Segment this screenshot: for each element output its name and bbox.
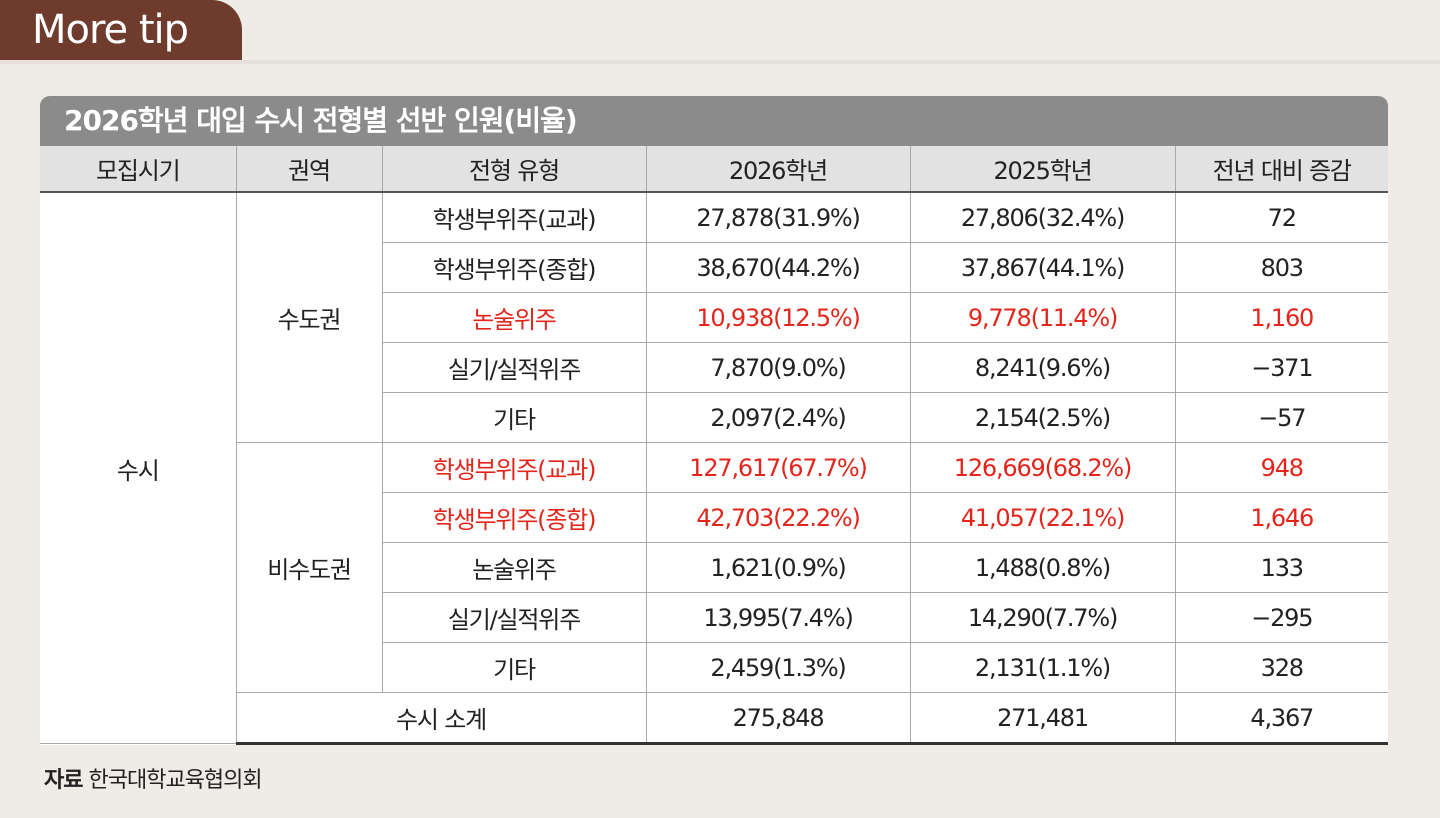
cell-2025: 37,867(44.1%) xyxy=(909,242,1176,293)
header-row: 모집시기 권역 전형 유형 2026학년 2025학년 전년 대비 증감 xyxy=(40,146,1388,193)
cell-2025: 14,290(7.7%) xyxy=(909,592,1176,643)
cell-2026: 7,870(9.0%) xyxy=(645,342,911,393)
change-cell: −57 xyxy=(1174,392,1388,443)
cell-2025: 1,488(0.8%) xyxy=(909,542,1176,593)
type-cell: 학생부위주(종합) xyxy=(381,242,647,293)
subtotal-change: 4,367 xyxy=(1174,692,1388,745)
cell-2025: 126,669(68.2%) xyxy=(909,442,1176,493)
type-cell: 학생부위주(교과) xyxy=(381,191,647,243)
subtotal-label: 수시 소계 xyxy=(235,692,647,745)
cell-2026: 38,670(44.2%) xyxy=(645,242,911,293)
period-cell: 수시 xyxy=(40,191,237,744)
cell-2025: 2,154(2.5%) xyxy=(909,392,1176,443)
column-header: 전형 유형 xyxy=(381,146,647,193)
data-row: 논술위주 1,621(0.9%) 1,488(0.8%) 133 xyxy=(40,542,1388,593)
region-cell: 비수도권 xyxy=(235,442,383,693)
cell-2025: 9,778(11.4%) xyxy=(909,292,1176,343)
data-row: 수시 수도권 학생부위주(교과) 27,878(31.9%) 27,806(32.4%)… xyxy=(40,191,1388,744)
source: 자료 한국대학교육협의회 xyxy=(44,762,263,794)
table-title: 2026학년 대입 수시 전형별 선반 인원(비율) xyxy=(40,96,1388,146)
change-cell: 133 xyxy=(1174,542,1388,593)
subtotal-2025: 271,481 xyxy=(909,692,1176,745)
cell-2026: 2,097(2.4%) xyxy=(645,392,911,443)
data-row: 기타 2,459(1.3%) 2,131(1.1%) 328 xyxy=(40,642,1388,693)
change-cell: 1,646 xyxy=(1174,492,1388,543)
cell-2026: 2,459(1.3%) xyxy=(645,642,911,693)
cell-2025: 8,241(9.6%) xyxy=(909,342,1176,393)
column-header: 모집시기 xyxy=(40,146,237,193)
type-cell: 실기/실적위주 xyxy=(381,342,647,393)
data-row: 기타 2,097(2.4%) 2,154(2.5%) −57 xyxy=(40,392,1388,443)
data-row: 학생부위주(종합) 38,670(44.2%) 37,867(44.1%) 803 xyxy=(40,242,1388,293)
change-cell: −295 xyxy=(1174,592,1388,643)
change-cell: 72 xyxy=(1174,191,1388,243)
cell-2026: 13,995(7.4%) xyxy=(645,592,911,643)
cell-2026: 127,617(67.7%) xyxy=(645,442,911,493)
tab-label: More tip xyxy=(0,0,242,60)
cell-2026: 27,878(31.9%) xyxy=(645,191,911,243)
type-cell: 기타 xyxy=(381,642,647,693)
cell-2026: 1,621(0.9%) xyxy=(645,542,911,593)
cell-2025: 2,131(1.1%) xyxy=(909,642,1176,693)
column-header: 2026학년 xyxy=(645,146,911,193)
change-cell: 328 xyxy=(1174,642,1388,693)
data-row: 실기/실적위주 7,870(9.0%) 8,241(9.6%) −371 xyxy=(40,342,1388,393)
source-label: 자료 xyxy=(44,768,83,793)
column-header: 권역 xyxy=(235,146,383,193)
change-cell: −371 xyxy=(1174,342,1388,393)
type-cell: 실기/실적위주 xyxy=(381,592,647,643)
cell-2025: 27,806(32.4%) xyxy=(909,191,1176,243)
subtotal-2026: 275,848 xyxy=(645,692,911,745)
region-cell: 수도권 xyxy=(235,191,383,443)
type-cell: 논술위주 xyxy=(381,542,647,593)
column-header: 2025학년 xyxy=(909,146,1176,193)
change-cell: 948 xyxy=(1174,442,1388,493)
cell-2026: 10,938(12.5%) xyxy=(645,292,911,343)
column-header: 전년 대비 증감 xyxy=(1174,146,1388,193)
cell-2025: 41,057(22.1%) xyxy=(909,492,1176,543)
type-cell: 학생부위주(종합) xyxy=(381,492,647,543)
data-row: 논술위주 10,938(12.5%) 9,778(11.4%) 1,160 xyxy=(40,292,1388,343)
data-row: 실기/실적위주 13,995(7.4%) 14,290(7.7%) −295 xyxy=(40,592,1388,643)
data-table: 모집시기 권역 전형 유형 2026학년 2025학년 전년 대비 증감 수시 수도권 학생부… xyxy=(40,146,1388,745)
data-row: 학생부위주(종합) 42,703(22.2%) 41,057(22.1%) 1,646 xyxy=(40,492,1388,543)
type-cell: 학생부위주(교과) xyxy=(381,442,647,493)
change-cell: 803 xyxy=(1174,242,1388,293)
type-cell: 논술위주 xyxy=(381,292,647,343)
cell-2026: 42,703(22.2%) xyxy=(645,492,911,543)
subtotal-row: 수시 소계 275,848 271,481 4,367 xyxy=(40,692,1388,745)
change-cell: 1,160 xyxy=(1174,292,1388,343)
data-row: 비수도권 학생부위주(교과) 127,617(67.7%) 126,669(68.2%… xyxy=(40,442,1388,693)
type-cell: 기타 xyxy=(381,392,647,443)
divider xyxy=(0,60,1440,64)
source-text: 한국대학교육협의회 xyxy=(88,768,262,793)
